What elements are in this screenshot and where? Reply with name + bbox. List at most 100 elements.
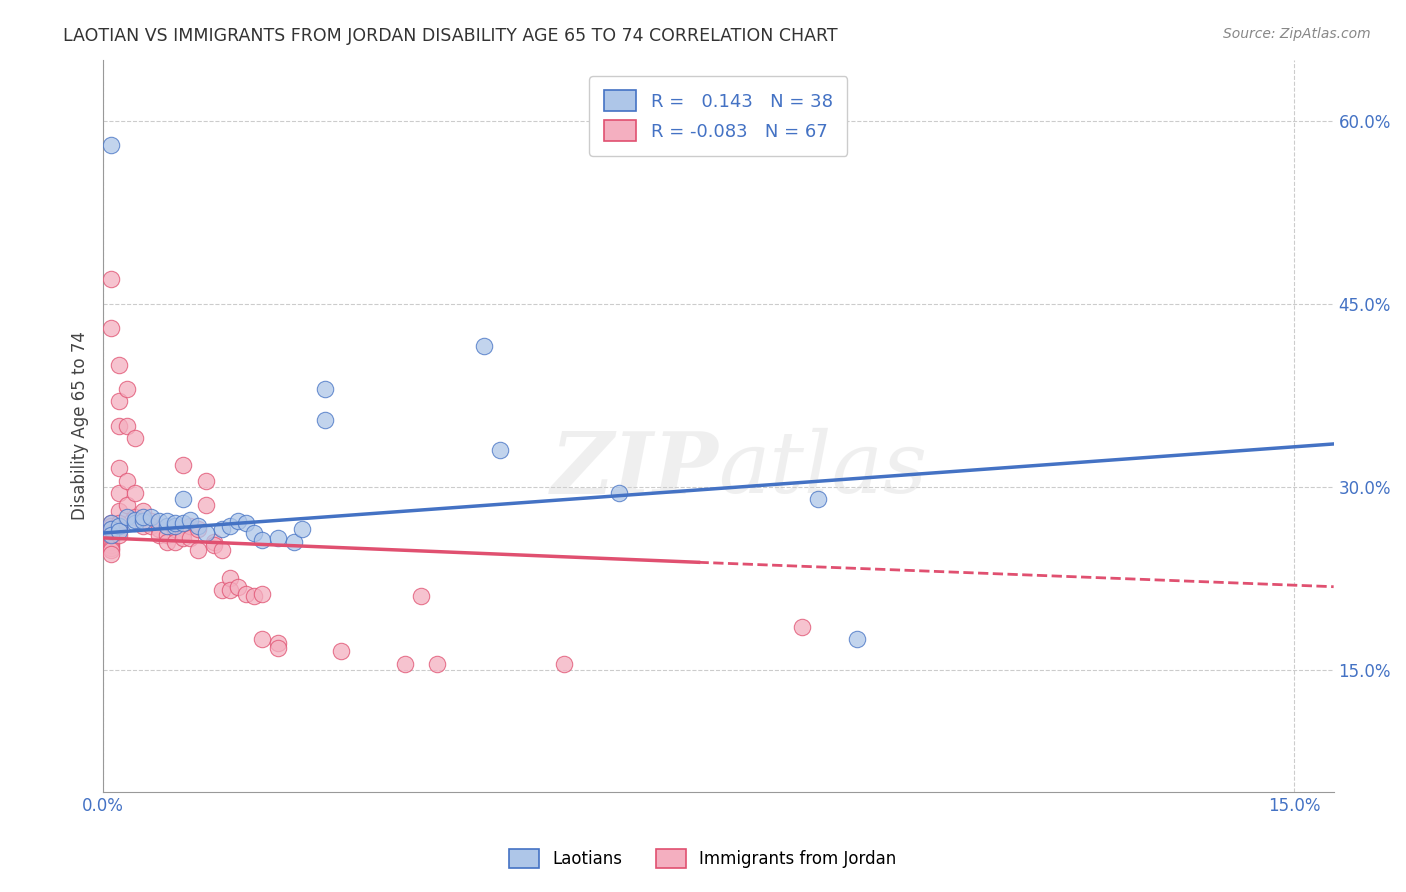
Point xyxy=(100,541,122,555)
Point xyxy=(179,531,201,545)
Point xyxy=(219,571,242,585)
Point xyxy=(132,504,155,518)
Point xyxy=(790,620,813,634)
Point xyxy=(100,138,122,153)
Text: atlas: atlas xyxy=(718,428,928,511)
Point xyxy=(187,522,209,536)
Point xyxy=(100,531,122,545)
Point xyxy=(846,632,869,647)
Point xyxy=(267,640,290,655)
Point xyxy=(179,518,201,533)
Point xyxy=(124,431,146,445)
Point xyxy=(250,533,273,548)
Point xyxy=(100,538,122,552)
Point xyxy=(291,522,314,536)
Point xyxy=(314,382,336,396)
Point xyxy=(156,528,179,542)
Point xyxy=(250,632,273,647)
Point xyxy=(187,543,209,558)
Point xyxy=(409,590,432,604)
Point xyxy=(267,636,290,650)
Point xyxy=(553,657,575,671)
Point xyxy=(100,528,122,542)
Point xyxy=(172,531,194,545)
Point xyxy=(108,522,131,536)
Y-axis label: Disability Age 65 to 74: Disability Age 65 to 74 xyxy=(72,331,89,520)
Point xyxy=(211,522,233,536)
Point xyxy=(211,543,233,558)
Legend: R =   0.143   N = 38, R = -0.083   N = 67: R = 0.143 N = 38, R = -0.083 N = 67 xyxy=(589,76,848,155)
Point xyxy=(163,522,186,536)
Point xyxy=(100,528,122,542)
Point xyxy=(100,272,122,286)
Point xyxy=(115,474,138,488)
Point xyxy=(243,590,266,604)
Point xyxy=(108,504,131,518)
Point xyxy=(108,485,131,500)
Point xyxy=(115,510,138,524)
Point xyxy=(156,514,179,528)
Point xyxy=(108,358,131,372)
Point xyxy=(108,528,131,542)
Point xyxy=(100,516,122,531)
Point xyxy=(807,491,830,506)
Point xyxy=(219,583,242,598)
Point xyxy=(115,498,138,512)
Point xyxy=(139,518,162,533)
Point xyxy=(100,543,122,558)
Point xyxy=(124,516,146,531)
Point xyxy=(124,485,146,500)
Point xyxy=(100,522,122,536)
Point xyxy=(250,587,273,601)
Point xyxy=(132,514,155,528)
Point xyxy=(425,657,447,671)
Point xyxy=(148,528,170,542)
Text: LAOTIAN VS IMMIGRANTS FROM JORDAN DISABILITY AGE 65 TO 74 CORRELATION CHART: LAOTIAN VS IMMIGRANTS FROM JORDAN DISABI… xyxy=(63,27,838,45)
Point xyxy=(100,534,122,549)
Point xyxy=(179,513,201,527)
Point xyxy=(108,518,131,533)
Point xyxy=(243,526,266,541)
Legend: Laotians, Immigrants from Jordan: Laotians, Immigrants from Jordan xyxy=(503,842,903,875)
Point xyxy=(394,657,416,671)
Point xyxy=(115,382,138,396)
Point xyxy=(314,412,336,426)
Point xyxy=(202,534,225,549)
Point xyxy=(100,516,122,531)
Point xyxy=(163,534,186,549)
Point xyxy=(226,514,249,528)
Point xyxy=(139,514,162,528)
Point xyxy=(148,522,170,536)
Point xyxy=(124,510,146,524)
Point xyxy=(108,394,131,409)
Point xyxy=(100,526,122,541)
Point xyxy=(195,526,218,541)
Point xyxy=(489,443,512,458)
Point xyxy=(172,491,194,506)
Point xyxy=(132,510,155,524)
Point xyxy=(211,583,233,598)
Point xyxy=(163,516,186,531)
Point xyxy=(283,534,305,549)
Point xyxy=(195,474,218,488)
Point xyxy=(472,339,495,353)
Point xyxy=(100,547,122,561)
Text: ZIP: ZIP xyxy=(551,428,718,511)
Point xyxy=(108,516,131,531)
Point xyxy=(607,485,630,500)
Point xyxy=(108,461,131,475)
Point xyxy=(267,531,290,545)
Point xyxy=(132,518,155,533)
Point xyxy=(202,538,225,552)
Point xyxy=(115,418,138,433)
Point xyxy=(226,580,249,594)
Point xyxy=(163,518,186,533)
Point xyxy=(235,516,257,531)
Point xyxy=(124,513,146,527)
Point xyxy=(330,644,353,658)
Point xyxy=(235,587,257,601)
Point xyxy=(148,514,170,528)
Text: Source: ZipAtlas.com: Source: ZipAtlas.com xyxy=(1223,27,1371,41)
Point xyxy=(108,524,131,538)
Point xyxy=(108,418,131,433)
